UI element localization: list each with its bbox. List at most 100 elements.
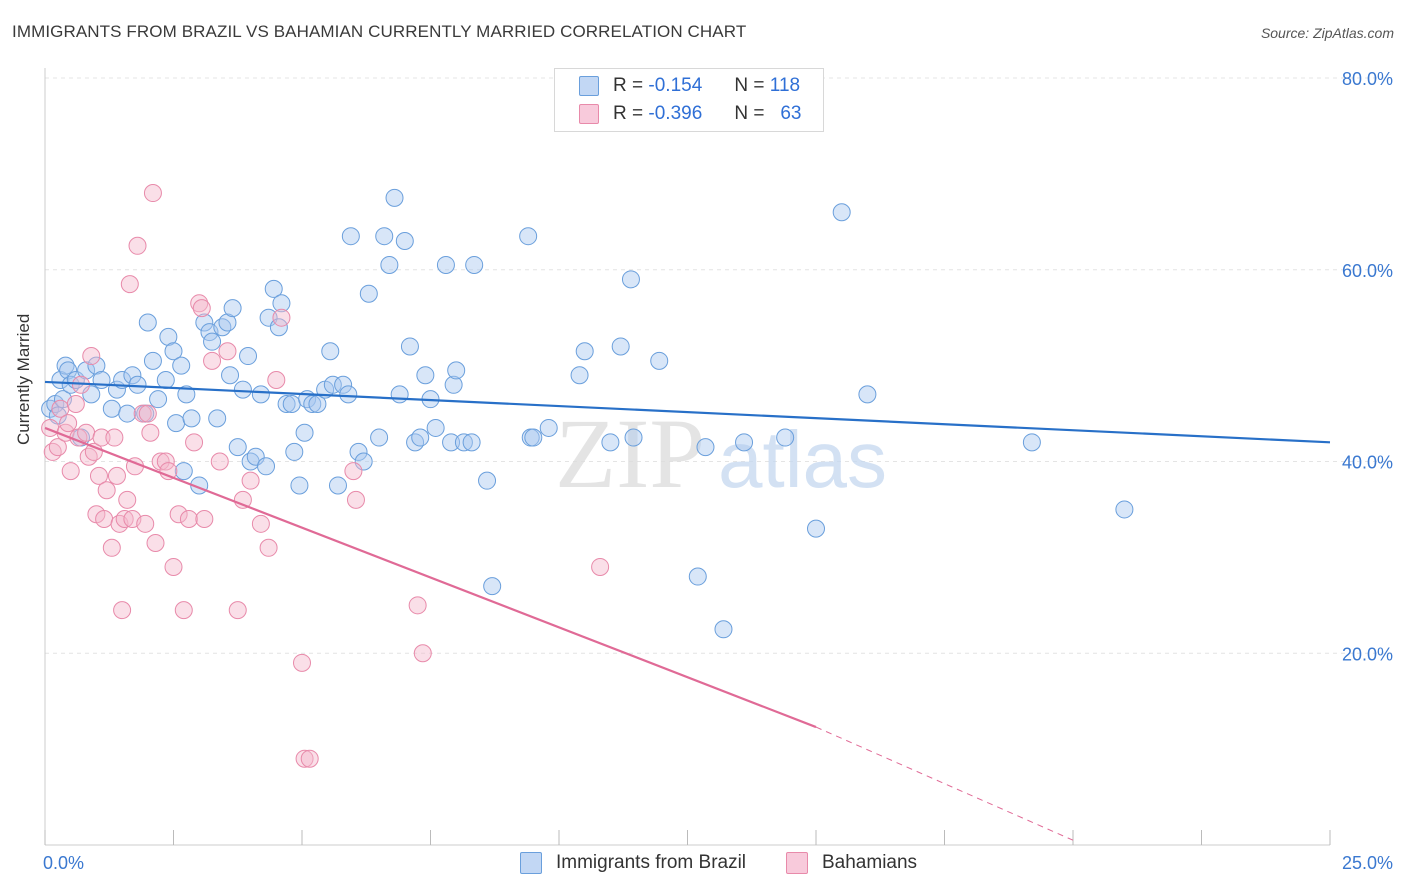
brazil-point (1115, 500, 1134, 519)
brazil-point (696, 438, 715, 457)
bahamian-point (591, 557, 610, 576)
bahamian-point (179, 510, 198, 529)
series-bahamian-points (41, 184, 610, 768)
y-axis-label: Currently Married (14, 313, 33, 445)
bahamian-point (151, 452, 170, 471)
brazil-point (328, 476, 347, 495)
brazil-point (264, 279, 283, 298)
brazil-point (272, 294, 291, 313)
brazil-point (714, 620, 733, 639)
bahamian-n-value: 63 (780, 103, 802, 124)
bahamian-point (77, 423, 96, 442)
bahamian-point (115, 510, 134, 529)
bahamian-point (41, 418, 60, 437)
bahamian-point (136, 514, 155, 533)
bahamian-point (82, 347, 101, 366)
brazil-point (208, 409, 227, 428)
brazil-point (177, 385, 196, 404)
bahamian-n-label: N = (734, 103, 765, 124)
brazil-point (411, 428, 430, 447)
brazil-point (203, 332, 222, 351)
bahamian-point (267, 371, 286, 390)
brazil-point (51, 371, 70, 390)
brazil-point (295, 423, 314, 442)
brazil-point (118, 404, 137, 423)
brazil-point (447, 361, 466, 380)
brazil-point (621, 270, 640, 289)
bahamian-point (210, 452, 229, 471)
bahamian-point (102, 538, 121, 557)
bahamian-point (97, 481, 116, 500)
brazil-point (277, 394, 296, 413)
bahamian-point (92, 428, 111, 447)
brazil-point (444, 375, 463, 394)
legend-brazil-label: Immigrants from Brazil (556, 852, 747, 873)
bahamian-point (295, 749, 314, 768)
bahamian-point (133, 404, 152, 423)
legend-item-bahamian: Bahamians (786, 852, 917, 874)
legend-row-bahamian: R = -0.396 N = 63 (579, 102, 801, 126)
brazil-point (167, 414, 186, 433)
brazil-point (575, 342, 594, 361)
brazil-point (41, 399, 60, 418)
bahamian-point (192, 299, 211, 318)
brazil-point (174, 462, 193, 481)
tick-labels: 20.0% 40.0% 60.0% 80.0% 0.0% 25.0% (43, 69, 1393, 873)
bahamian-point (48, 438, 67, 457)
brazil-point (172, 356, 191, 375)
bahamian-point (259, 538, 278, 557)
brazil-point (138, 313, 157, 332)
brazil-swatch (579, 76, 599, 96)
brazil-point (56, 356, 75, 375)
legend-row-brazil: R = -0.154 N = 118 (579, 74, 800, 98)
brazil-point (195, 313, 214, 332)
bahamian-point (413, 644, 432, 663)
brazil-point (858, 385, 877, 404)
y-tick-label: 60.0% (1342, 261, 1393, 281)
bahamian-trend-line (44, 426, 817, 729)
brazil-point (102, 399, 121, 418)
brazil-point (462, 433, 481, 452)
brazil-point (321, 342, 340, 361)
brazil-point (395, 231, 414, 250)
brazil-point (123, 366, 142, 385)
x-tick-label-min: 0.0% (43, 853, 84, 873)
watermark: ZIP atlas (555, 398, 887, 509)
bahamian-point (174, 601, 193, 620)
bahamian-point (203, 351, 222, 370)
brazil-point (251, 385, 270, 404)
watermark-zip: ZIP (555, 398, 705, 509)
bahamian-point (128, 236, 147, 255)
brazil-point (735, 433, 754, 452)
brazil-point (257, 457, 276, 476)
bahamian-point (43, 442, 62, 461)
brazil-point (776, 428, 795, 447)
chart-title: IMMIGRANTS FROM BRAZIL VS BAHAMIAN CURRE… (12, 22, 747, 41)
y-tick-label: 20.0% (1342, 644, 1393, 664)
brazil-point (1022, 433, 1041, 452)
brazil-point (218, 313, 237, 332)
brazil-point (416, 366, 435, 385)
brazil-point (290, 476, 309, 495)
brazil-point (164, 342, 183, 361)
brazil-point (159, 327, 178, 346)
bahamian-point (241, 471, 260, 490)
brazil-point (213, 318, 232, 337)
bahamian-point (79, 447, 98, 466)
bahamian-point (95, 510, 114, 529)
brazil-point (478, 471, 497, 490)
brazil-point (341, 227, 360, 246)
brazil-point (406, 433, 425, 452)
bahamian-point (272, 308, 291, 327)
brazil-point (143, 351, 162, 370)
brazil-point (483, 577, 502, 596)
brazil-point (519, 227, 538, 246)
bahamian-point (228, 601, 247, 620)
brazil-point (239, 347, 258, 366)
brazil-point (570, 366, 589, 385)
brazil-point (465, 255, 484, 274)
brazil-point (400, 337, 419, 356)
bahamian-point (66, 394, 85, 413)
brazil-point (339, 385, 358, 404)
